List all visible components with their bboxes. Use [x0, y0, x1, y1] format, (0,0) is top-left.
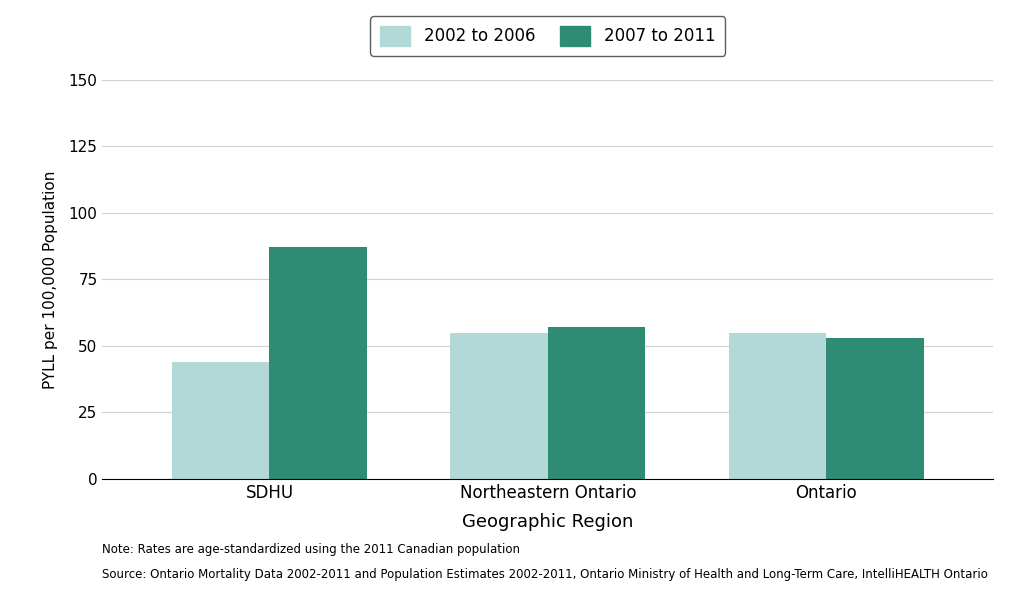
Bar [172, 362, 269, 479]
Bar [451, 333, 548, 479]
Legend: 2002 to 2006, 2007 to 2011: 2002 to 2006, 2007 to 2011 [371, 17, 725, 55]
Text: Source: Ontario Mortality Data 2002-2011 and Population Estimates 2002-2011, Ont: Source: Ontario Mortality Data 2002-2011… [102, 568, 988, 581]
Bar [548, 327, 645, 479]
Y-axis label: PYLL per 100,000 Population: PYLL per 100,000 Population [43, 170, 57, 389]
Bar [826, 338, 924, 479]
Bar [729, 333, 826, 479]
X-axis label: Geographic Region: Geographic Region [462, 513, 634, 531]
Text: Note: Rates are age-standardized using the 2011 Canadian population: Note: Rates are age-standardized using t… [102, 543, 520, 556]
Bar [269, 247, 367, 479]
